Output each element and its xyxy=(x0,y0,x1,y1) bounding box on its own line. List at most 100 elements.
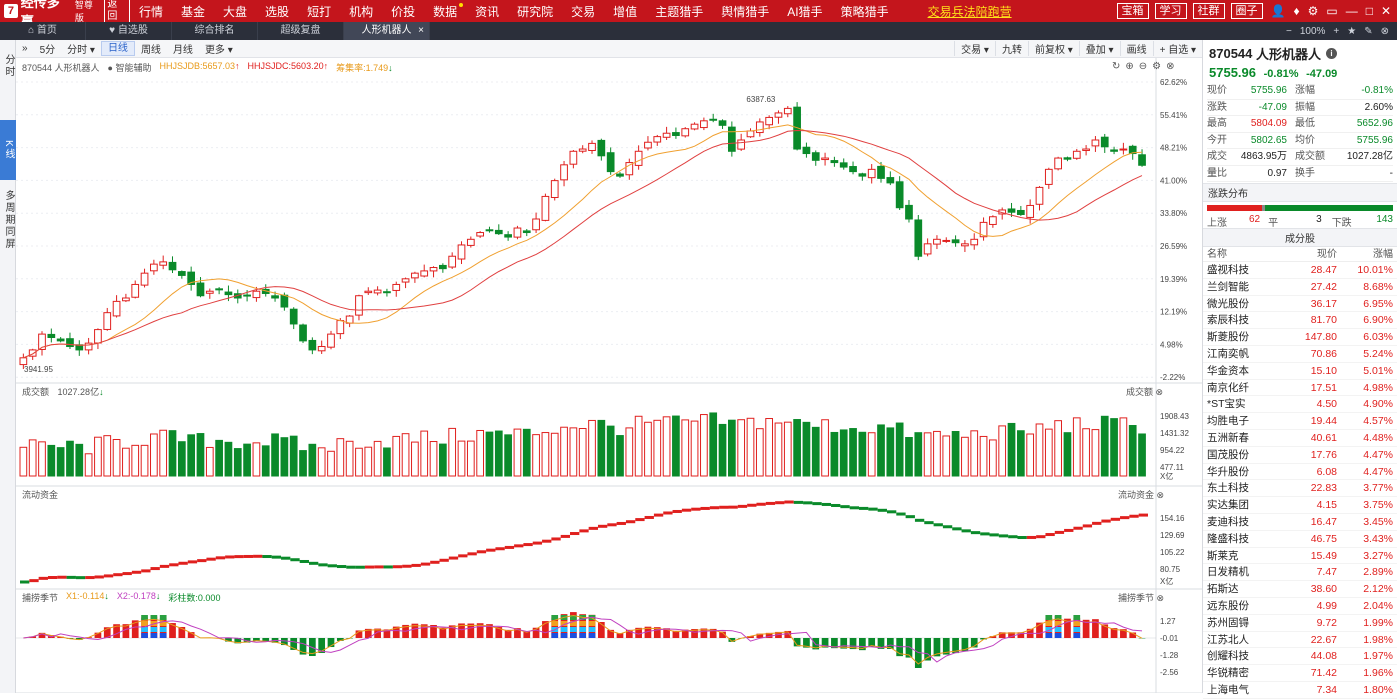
header-name[interactable]: 名称 xyxy=(1207,247,1287,261)
info-icon[interactable]: i xyxy=(1326,48,1337,59)
chart-tool-1[interactable]: 九转 xyxy=(995,41,1028,56)
return-button[interactable]: 返回 xyxy=(104,0,130,24)
maximize-icon[interactable]: □ xyxy=(1366,4,1373,18)
menu-item-13[interactable]: 舆情猎手 xyxy=(712,3,778,20)
settings-icon[interactable]: ⚙ xyxy=(1152,61,1161,72)
menu-item-0[interactable]: 行情 xyxy=(130,3,172,20)
collapse-button[interactable]: » xyxy=(16,43,34,54)
close-icon[interactable]: ✕ xyxy=(1381,4,1391,18)
gear-icon[interactable]: ⚙ xyxy=(1308,4,1319,18)
candle xyxy=(272,296,279,298)
close-tabs-icon[interactable]: ⊗ xyxy=(1381,26,1389,37)
menu-item-4[interactable]: 短打 xyxy=(298,3,340,20)
view-1[interactable]: K线 xyxy=(0,120,16,180)
assist-toggle[interactable]: ● 智能辅助 xyxy=(108,61,152,74)
chart-tool-0[interactable]: 交易 ▾ xyxy=(954,41,995,56)
season-color-block xyxy=(589,627,596,632)
flow-segment xyxy=(393,565,402,568)
period-0[interactable]: 5分 xyxy=(34,41,62,56)
pin-icon[interactable]: ✎ xyxy=(1364,26,1372,37)
menu-item-2[interactable]: 大盘 xyxy=(214,3,256,20)
window-icon[interactable]: ▭ xyxy=(1326,4,1337,18)
menu-item-1[interactable]: 基金 xyxy=(172,3,214,20)
tab-0[interactable]: ⌂ 首页 xyxy=(0,22,86,40)
chart-area[interactable]: 62.62%55.41%48.21%41.00%33.80%26.59%19.3… xyxy=(16,58,1202,693)
minus-icon[interactable]: ⊖ xyxy=(1139,61,1147,72)
star-icon[interactable]: ★ xyxy=(1347,26,1356,37)
period-1[interactable]: 分时 ▾ xyxy=(61,41,101,56)
menu-item-7[interactable]: 数据 xyxy=(424,3,466,20)
component-price: 46.75 xyxy=(1287,531,1337,547)
menu-item-8[interactable]: 资讯 xyxy=(466,3,508,20)
menu-item-5[interactable]: 机构 xyxy=(340,3,382,20)
tab-2[interactable]: 综合排名 xyxy=(172,22,258,40)
promo-link[interactable]: 交易兵法陪跑营 xyxy=(928,3,1012,20)
menu-item-10[interactable]: 交易 xyxy=(562,3,604,20)
period-5[interactable]: 更多 ▾ xyxy=(199,41,239,56)
menu-item-3[interactable]: 选股 xyxy=(256,3,298,20)
menu-item-15[interactable]: 策略猎手 xyxy=(832,3,898,20)
zoom-in-button[interactable]: + xyxy=(1333,26,1339,37)
candle xyxy=(1073,151,1080,158)
chart-tool-2[interactable]: 前复权 ▾ xyxy=(1028,41,1079,56)
tab-3[interactable]: 超级复盘 xyxy=(258,22,344,40)
top-button-3[interactable]: 圈子 xyxy=(1231,3,1263,19)
top-button-0[interactable]: 宝箱 xyxy=(1117,3,1149,19)
add-icon[interactable]: ⊕ xyxy=(1125,61,1133,72)
header-price[interactable]: 现价 xyxy=(1287,247,1337,261)
close-icon[interactable]: ⊗ xyxy=(1166,61,1174,72)
view-0[interactable]: 分时 xyxy=(0,40,16,92)
tab-1[interactable]: ♥ 自选股 xyxy=(86,22,172,40)
header-pct[interactable]: 涨幅 xyxy=(1337,247,1393,261)
season-color-block xyxy=(151,627,158,632)
refresh-icon[interactable]: ↻ xyxy=(1112,61,1120,72)
tab-4[interactable]: 人形机器人× xyxy=(344,22,430,40)
component-name: 华金资本 xyxy=(1207,363,1287,379)
user-icon[interactable]: 👤 xyxy=(1271,4,1286,18)
period-3[interactable]: 周线 xyxy=(135,41,167,56)
menu-item-14[interactable]: AI猎手 xyxy=(778,3,831,20)
zoom-out-button[interactable]: − xyxy=(1286,26,1292,37)
chart-tool-5[interactable]: + 自选 ▾ xyxy=(1153,41,1202,56)
alert-icon[interactable]: ♦ xyxy=(1293,4,1299,18)
chart-tool-3[interactable]: 叠加 ▾ xyxy=(1079,41,1120,56)
chart-tool-4[interactable]: 画线 xyxy=(1120,41,1153,56)
menu-item-6[interactable]: 价投 xyxy=(382,3,424,20)
top-button-1[interactable]: 学习 xyxy=(1155,3,1187,19)
menu-item-9[interactable]: 研究院 xyxy=(508,3,562,20)
menu-item-11[interactable]: 增值 xyxy=(604,3,646,20)
period-4[interactable]: 月线 xyxy=(167,41,199,56)
menu-item-12[interactable]: 主题猎手 xyxy=(646,3,712,20)
view-2[interactable]: 多周期同屏 xyxy=(0,180,16,260)
period-2[interactable]: 日线 xyxy=(101,41,135,56)
top-button-2[interactable]: 社群 xyxy=(1193,3,1225,19)
minimize-icon[interactable]: — xyxy=(1346,4,1358,18)
tab-close-icon[interactable]: × xyxy=(418,22,424,40)
